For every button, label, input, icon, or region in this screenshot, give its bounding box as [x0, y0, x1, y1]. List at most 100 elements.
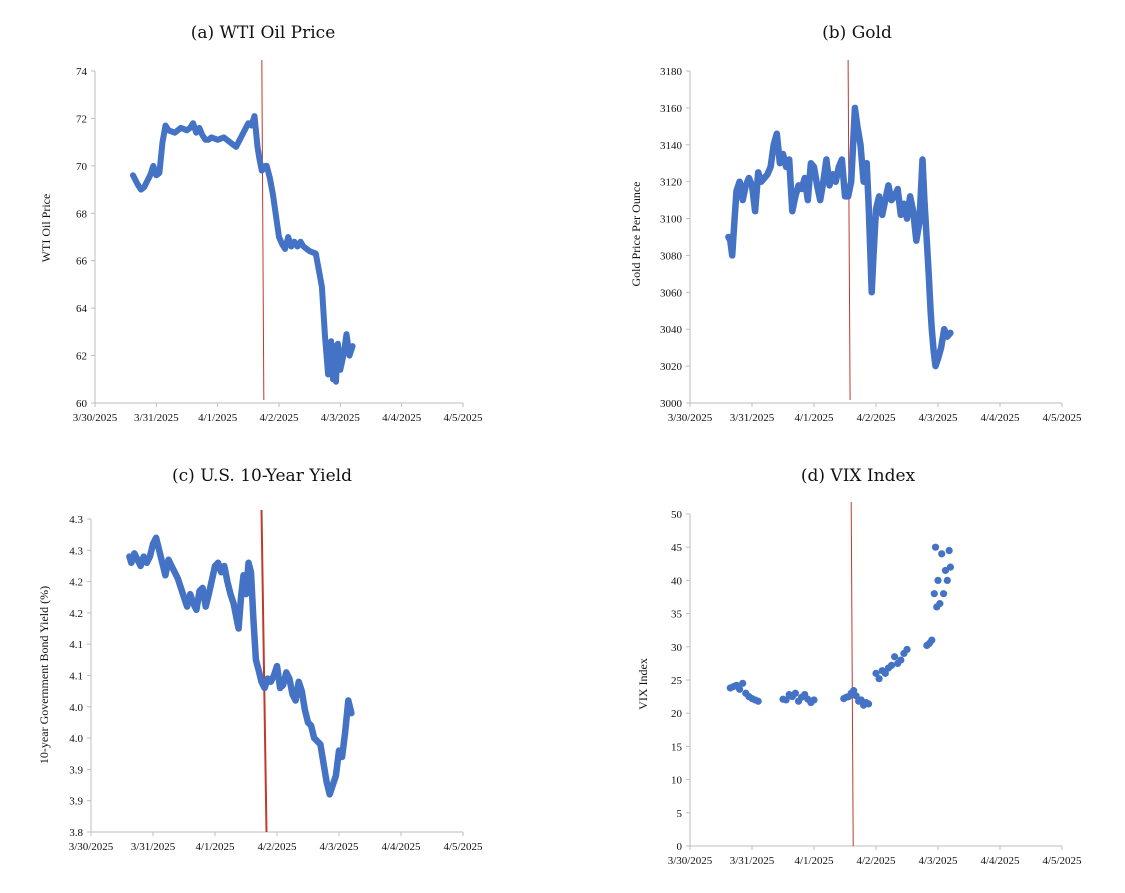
y-tick-label: 4.0 — [69, 733, 83, 745]
chart-panel-vix: (d) VIX Index VIX Index 0 5 10 15 20 25 30 35 40… — [636, 466, 1082, 867]
y-tick-label: 70 — [76, 161, 88, 173]
x-tick-label: 4/4/2025 — [382, 412, 422, 424]
event-line — [260, 509, 268, 833]
event-line — [850, 501, 854, 847]
y-tick-label: 3.9 — [69, 796, 83, 808]
data-point — [887, 661, 896, 669]
data-point — [872, 669, 880, 677]
data-point — [938, 550, 946, 558]
y-tick-label: 35 — [671, 609, 683, 621]
data-point — [739, 679, 747, 687]
y-tick-label: 3000 — [660, 398, 683, 410]
x-tick-label: 3/31/2025 — [131, 841, 176, 853]
x-tick-label: 4/1/2025 — [195, 841, 235, 853]
x-tick-label: 3/31/2025 — [730, 412, 775, 424]
x-tick-label: 3/31/2025 — [134, 412, 179, 424]
data-point — [897, 656, 905, 664]
x-tick-label: 4/4/2025 — [381, 841, 421, 853]
y-tick-label: 30 — [671, 642, 683, 654]
x-tick-label: 3/30/2025 — [668, 412, 713, 424]
data-point — [754, 697, 762, 705]
data-point — [943, 576, 951, 585]
y-tick-label: 3180 — [660, 66, 683, 78]
y-axis-label-gold: Gold Price Per Ounce — [629, 182, 643, 287]
x-tick-label: 4/1/2025 — [794, 855, 834, 867]
x-tick-label: 3/30/2025 — [69, 841, 114, 853]
plot-area-vix: 0 5 10 15 20 25 30 35 40 45 50 3/30/2025 3/31/2025 4/… — [668, 501, 1082, 867]
data-point — [875, 675, 883, 683]
y-tick-label: 4.3 — [69, 545, 83, 557]
x-tick-label: 4/5/2025 — [1042, 855, 1082, 867]
y-tick-label: 60 — [76, 398, 88, 410]
y-tick-label: 3.8 — [69, 827, 83, 839]
data-point — [939, 590, 948, 598]
x-tick-label: 4/2/2025 — [257, 841, 297, 853]
chart-panel-yield: (c) U.S. 10-Year Yield 10-year Governmen… — [37, 466, 483, 853]
y-tick-label: 4.0 — [69, 702, 83, 714]
y-tick-label: 50 — [671, 509, 683, 521]
y-tick-label: 0 — [677, 841, 683, 853]
chart-title-vix: (d) VIX Index — [801, 466, 916, 486]
y-tick-label: 20 — [671, 708, 683, 720]
x-tick-label: 4/5/2025 — [1042, 412, 1082, 424]
y-tick-label: 62 — [76, 351, 87, 363]
y-tick-label: 4.1 — [69, 639, 83, 651]
data-point — [934, 576, 942, 585]
x-tick-label: 4/1/2025 — [198, 412, 238, 424]
y-tick-label: 5 — [677, 808, 683, 820]
x-tick-label: 3/31/2025 — [730, 855, 775, 867]
y-tick-label: 15 — [671, 741, 683, 753]
data-point — [936, 600, 944, 608]
x-tick-label: 4/1/2025 — [794, 412, 834, 424]
series-line — [126, 534, 355, 798]
y-tick-label: 74 — [76, 66, 88, 78]
data-point — [881, 669, 889, 677]
plot-area-wti: 60 62 64 66 68 70 72 74 3/30/2025 3/31/2025 4/1/20… — [73, 59, 483, 424]
data-point — [930, 590, 938, 598]
x-tick-label: 3/30/2025 — [668, 855, 713, 867]
y-tick-label: 4.1 — [69, 671, 83, 683]
y-tick-label: 3140 — [660, 140, 683, 152]
x-tick-label: 4/3/2025 — [918, 855, 958, 867]
event-line — [261, 59, 265, 401]
data-point — [903, 645, 911, 654]
y-axis-label-wti: WTI Oil Price — [39, 194, 53, 263]
series-line — [130, 113, 356, 385]
y-tick-label: 45 — [671, 542, 683, 554]
x-tick-label: 4/3/2025 — [918, 412, 958, 424]
data-point — [791, 689, 800, 697]
data-point — [891, 653, 899, 661]
data-point — [946, 563, 955, 571]
data-point — [928, 636, 936, 644]
y-tick-label: 68 — [76, 208, 88, 220]
y-tick-label: 25 — [671, 675, 683, 687]
chart-title-gold: (b) Gold — [822, 23, 892, 43]
x-tick-label: 4/4/2025 — [980, 855, 1020, 867]
data-point — [810, 696, 818, 704]
data-point — [931, 543, 940, 551]
y-tick-label: 64 — [76, 303, 88, 315]
data-point — [864, 700, 873, 708]
y-tick-label: 3060 — [660, 287, 683, 299]
y-tick-label: 3160 — [660, 103, 683, 115]
y-tick-label: 4.3 — [69, 514, 83, 526]
y-axis-label-yield: 10-year Government Bond Yield (%) — [37, 586, 51, 764]
y-tick-label: 4.2 — [69, 608, 83, 620]
y-tick-label: 3.9 — [69, 764, 83, 776]
y-axis-label-vix: VIX Index — [636, 658, 650, 710]
data-point — [736, 685, 744, 693]
x-tick-label: 4/2/2025 — [259, 412, 299, 424]
chart-title-yield: (c) U.S. 10-Year Yield — [172, 466, 352, 486]
x-tick-label: 4/5/2025 — [443, 412, 483, 424]
x-tick-label: 3/30/2025 — [73, 412, 118, 424]
y-tick-label: 3080 — [660, 250, 683, 262]
x-tick-label: 4/2/2025 — [856, 855, 896, 867]
x-tick-label: 4/4/2025 — [980, 412, 1020, 424]
y-tick-label: 3100 — [660, 214, 683, 226]
y-tick-label: 4.2 — [69, 577, 83, 589]
x-tick-label: 4/3/2025 — [321, 412, 361, 424]
chart-panel-gold: (b) Gold Gold Price Per Ounce 3000302030… — [629, 23, 1082, 424]
event-line — [847, 59, 851, 401]
y-tick-label: 72 — [76, 113, 87, 125]
